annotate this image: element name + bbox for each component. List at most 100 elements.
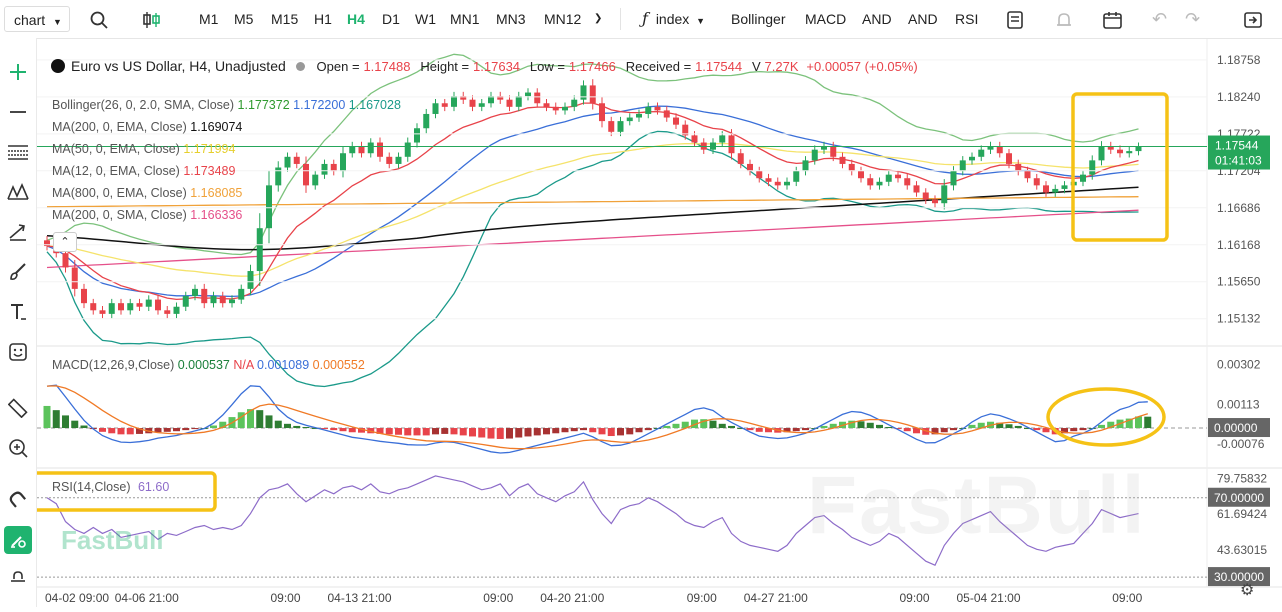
legend-macd[interactable]: MACD(12,26,9,Close) 0.000537 N/A 0.00108… [52, 358, 365, 372]
candle-body [839, 156, 846, 164]
horizontal-line-icon[interactable] [4, 98, 32, 126]
macd-histogram-bar [533, 428, 541, 436]
interval-m15[interactable]: M15 [271, 11, 299, 27]
interval-w1[interactable]: W1 [415, 11, 436, 27]
interval-h1[interactable]: H1 [314, 11, 332, 27]
candle-body [932, 199, 938, 204]
candle-body [682, 124, 689, 136]
candle-body [525, 92, 531, 97]
candle-body [358, 146, 365, 154]
macd-histogram-bar [672, 423, 680, 429]
last-price-label: 1.17544 [1215, 139, 1259, 153]
zoom-in-icon[interactable] [4, 434, 32, 462]
pattern-icon[interactable] [4, 178, 32, 206]
exit-fullscreen-icon[interactable] [1243, 0, 1263, 38]
high-label: Height = [420, 59, 470, 74]
lock-icon[interactable] [4, 566, 32, 594]
candle-body [876, 181, 883, 186]
brush-icon[interactable] [4, 258, 32, 286]
interval-mn12[interactable]: MN12 [544, 11, 582, 27]
ruler-icon[interactable] [4, 394, 32, 422]
fibonacci-icon[interactable] [4, 138, 32, 166]
candle-body [478, 103, 485, 107]
legend-rsi[interactable]: RSI(14,Close) 61.60 [52, 480, 169, 494]
candle-body [118, 303, 124, 311]
candle-body [941, 185, 948, 204]
candle-body [1089, 160, 1096, 175]
candle-body [210, 296, 217, 304]
crosshair-icon[interactable] [4, 58, 32, 86]
indicator-and-1[interactable]: AND [862, 11, 892, 27]
rsi-tick-label: 79.75832 [1217, 471, 1267, 485]
price-tick-label: 1.18240 [1217, 90, 1261, 104]
macd-histogram-bar [598, 428, 606, 435]
candle-body [580, 85, 587, 100]
legend-ma200-ema[interactable]: MA(200, 0, EMA, Close) 1.169074 [52, 120, 242, 134]
macd-histogram-bar [1070, 428, 1078, 432]
candle-body [238, 288, 245, 300]
interval-m5[interactable]: M5 [234, 11, 254, 27]
macd-histogram-bar [765, 428, 772, 433]
magnet-icon[interactable] [4, 486, 32, 514]
trend-line-icon[interactable] [4, 218, 32, 246]
interval-m1[interactable]: M1 [199, 11, 219, 27]
candle-body [395, 156, 402, 164]
candle-body [728, 135, 735, 154]
indicator-menu[interactable]: ƒ index ▼ [642, 0, 705, 38]
legend-ma800[interactable]: MA(800, 0, EMA, Close) 1.168085 [52, 186, 242, 200]
interval-h4[interactable]: H4 [347, 11, 365, 27]
macd-histogram-bar [940, 428, 948, 433]
macd-line-value: 0.001089 [257, 358, 310, 372]
emoji-icon[interactable] [4, 338, 32, 366]
candle-body [1126, 151, 1133, 154]
chart-canvas[interactable]: 1.187581.182401.177221.172041.166861.161… [29, 39, 1282, 607]
candle-body [802, 160, 809, 172]
indicator-bollinger[interactable]: Bollinger [731, 11, 786, 27]
symbol-name: Euro vs US Dollar, H4, Unadjusted [71, 58, 286, 74]
macd-line [46, 384, 1148, 454]
candle-body [1024, 171, 1031, 179]
macd-pane [37, 384, 1207, 454]
time-tick-label: 04-02 09:00 [45, 591, 109, 605]
candle-style-icon[interactable] [141, 0, 163, 38]
candle-body [867, 178, 874, 186]
candle-body [821, 146, 827, 150]
indicator-and-2[interactable]: AND [908, 11, 938, 27]
macd-histogram-bar [709, 420, 717, 429]
calendar-icon[interactable] [1102, 0, 1124, 38]
received-value: 1.17544 [695, 59, 743, 74]
candle-body [996, 146, 1003, 154]
search-icon[interactable] [89, 0, 109, 38]
candle-body [293, 156, 300, 164]
collapse-legend-chevron-icon[interactable]: ⌃ [53, 232, 77, 252]
interval-mn3[interactable]: MN3 [496, 11, 526, 27]
redo-icon[interactable]: ↷ [1185, 9, 1201, 29]
legend-ma200-sma[interactable]: MA(200, 0, SMA, Close) 1.166336 [52, 208, 242, 222]
candle-body [1006, 153, 1012, 164]
rsi-upper-badge [1208, 487, 1270, 507]
alert-icon[interactable] [1054, 0, 1074, 38]
text-tool-icon[interactable] [4, 298, 32, 326]
template-icon[interactable] [1005, 0, 1025, 38]
candle-body [969, 156, 975, 161]
interval-mn1[interactable]: MN1 [450, 11, 480, 27]
undo-icon[interactable]: ↶ [1152, 9, 1168, 29]
lock-drawings-icon[interactable] [4, 526, 32, 554]
indicator-macd[interactable]: MACD [805, 11, 847, 27]
candle-body [145, 299, 152, 307]
macd-histogram-bar [626, 428, 634, 435]
indicator-rsi[interactable]: RSI [955, 11, 979, 27]
legend-bollinger[interactable]: Bollinger(26, 0, 2.0, SMA, Close) 1.1773… [52, 98, 401, 112]
legend-ma50[interactable]: MA(50, 0, EMA, Close) 1.171994 [52, 142, 235, 156]
chart-area[interactable]: 1.18758 1.18240 1.17722 1.17204 1.16686 1.161… [29, 39, 1282, 607]
chart-type-select[interactable]: chart ▼ [4, 6, 70, 32]
chart-type-label: chart [14, 12, 46, 28]
macd-histogram-bar [1005, 424, 1013, 429]
candle-body [534, 92, 541, 104]
more-intervals-chevron-icon[interactable]: ❯ [594, 13, 603, 24]
legend-ma12[interactable]: MA(12, 0, EMA, Close) 1.173489 [52, 164, 235, 178]
settings-gear-icon[interactable]: ⚙ [1240, 582, 1255, 599]
interval-d1[interactable]: D1 [382, 11, 400, 27]
macd-histogram-bar [1098, 424, 1105, 429]
candle-body [201, 288, 208, 304]
